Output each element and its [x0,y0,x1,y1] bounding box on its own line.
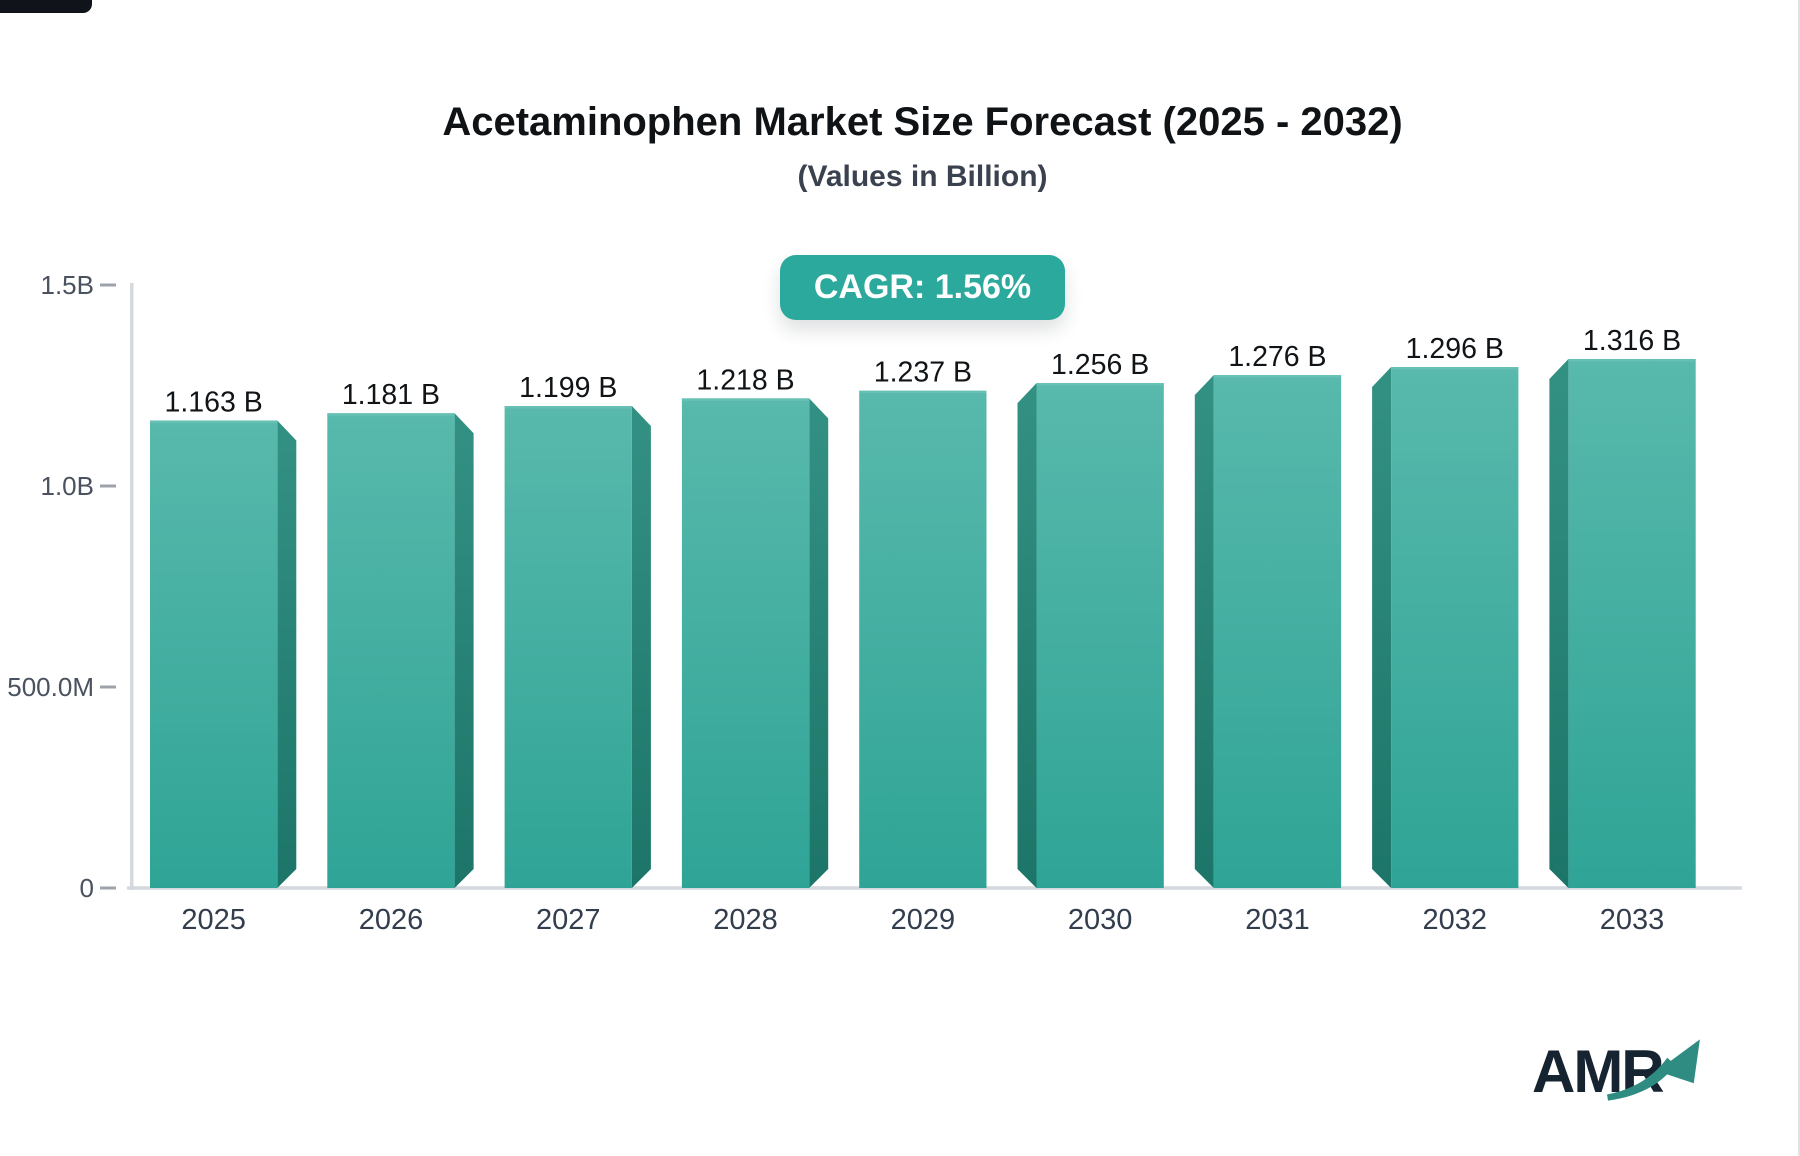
bar-value-label: 1.199 B [519,372,617,404]
bar-side-face [1549,358,1569,888]
x-axis-label: 2029 [891,904,956,936]
x-axis-label: 2026 [359,904,424,936]
x-axis-label: 2025 [181,904,246,936]
logo-text: AMR [1532,1038,1665,1105]
bar-side-face [631,406,651,888]
bar-group-2028: 1.218 B 2028 [681,364,829,936]
bar-group-2029: 1.237 B 2029 [859,357,987,936]
amr-logo: AMR [1532,1030,1722,1114]
bar [150,420,278,888]
bar [504,406,632,888]
bar-group-2030: 1.256 B 2030 [1017,349,1164,936]
y-axis-line [130,283,134,890]
bar [1391,367,1519,888]
x-axis-label: 2031 [1245,904,1310,936]
bar-group-2027: 1.199 B 2027 [504,372,651,936]
bar-top-highlight [327,413,455,416]
screen-edge-artifact [0,0,92,13]
bar [1036,383,1164,888]
x-axis-label: 2033 [1600,904,1665,936]
bar-side-face [454,413,474,888]
bar-side-face [1194,375,1214,889]
bar [859,390,987,888]
bar-value-label: 1.296 B [1406,333,1504,365]
bar-side-face [1017,383,1037,888]
x-axis-label: 2027 [536,904,601,936]
chart-title: Acetaminophen Market Size Forecast (2025… [442,100,1403,144]
bar-group-2025: 1.163 B 2025 [150,386,297,936]
y-tick-label: 500.0M [7,672,94,702]
bar-side-face [277,420,297,888]
bar [1213,375,1342,889]
bar-value-label: 1.237 B [874,357,972,389]
trending-up-arrow-icon [1607,1039,1700,1101]
bar-top-highlight [150,420,278,423]
bar-group-2033: 1.316 B 2033 [1549,325,1696,936]
x-axis-label: 2028 [713,904,778,936]
bar-side-face [809,398,829,888]
bar-value-label: 1.218 B [696,364,794,396]
y-tick-label: 1.5B [41,270,95,300]
widget-right-border [1798,0,1800,1156]
bar-top-highlight [504,406,632,409]
bar [681,398,810,888]
bar-value-label: 1.276 B [1228,341,1326,373]
y-tick-label: 0 [80,873,94,903]
bar [327,413,455,888]
bar-value-label: 1.181 B [342,379,440,411]
bar-side-face [1372,367,1392,888]
bar-top-highlight [1568,358,1696,362]
bar-top-highlight [1036,383,1164,386]
y-tick-label: 1.0B [41,471,95,501]
bar-value-label: 1.256 B [1051,349,1149,381]
cagr-badge: CAGR: 1.56% [779,255,1066,320]
x-axis-label: 2030 [1068,904,1133,936]
bar-group-2026: 1.181 B 2026 [327,379,474,936]
bar-top-highlight [1213,375,1342,378]
chart-subtitle: (Values in Billion) [797,160,1048,193]
bar-top-highlight [859,390,987,394]
bar-group-2031: 1.276 B 2031 [1194,341,1342,936]
bar [1568,358,1696,888]
bar-value-label: 1.163 B [165,386,263,418]
bar-group-2032: 1.296 B 2032 [1372,333,1519,936]
x-axis-label: 2032 [1422,904,1487,936]
bar-top-highlight [681,398,810,401]
bar-value-label: 1.316 B [1583,325,1681,357]
bar-top-highlight [1391,367,1519,370]
badge-band: CAGR: 1.56% [45,255,1800,320]
